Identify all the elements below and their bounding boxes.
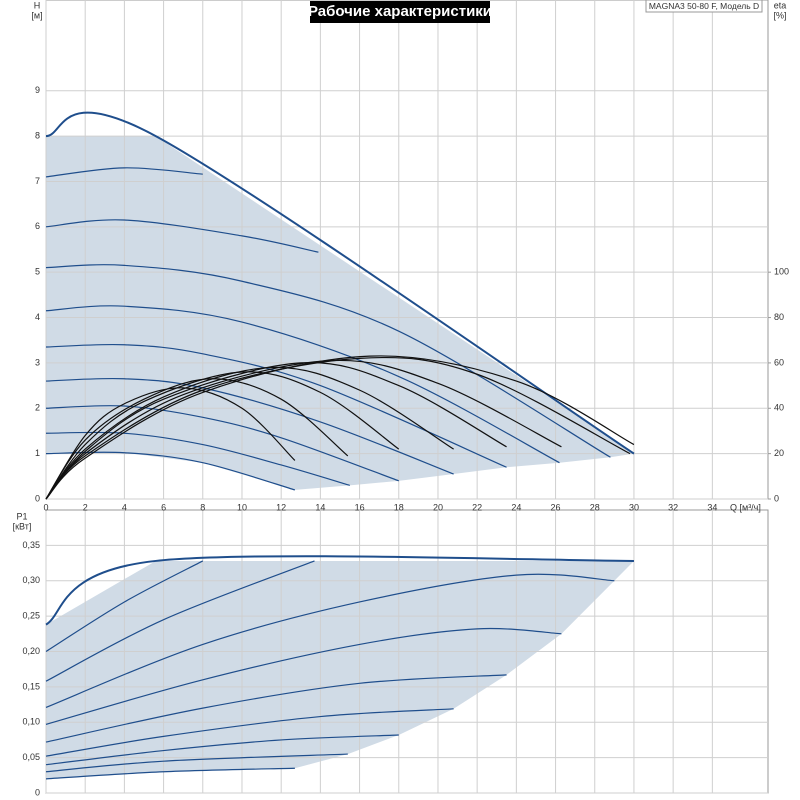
x-tick-label: 20	[433, 502, 443, 512]
performance-curve	[45, 377, 454, 475]
y-tick-label: 0,25	[22, 611, 40, 621]
y2-axis-unit: [%]	[773, 10, 786, 20]
performance-curve	[45, 343, 507, 468]
y2-tick-label: 80	[774, 312, 784, 322]
x-tick-label: 16	[355, 502, 365, 512]
performance-curve	[45, 111, 635, 455]
x-tick-label: 2	[83, 502, 88, 512]
performance-curve	[45, 753, 348, 773]
x-tick-label: 28	[590, 502, 600, 512]
y-tick-label: 2	[35, 403, 40, 413]
efficiency-curve	[45, 366, 454, 500]
efficiency-curve	[45, 359, 562, 500]
y2-tick-label: 60	[774, 357, 784, 367]
y2-axis-label: eta	[774, 0, 787, 10]
y-tick-label: 0,10	[22, 717, 40, 727]
x-axis-label: Q [м³/ч]	[730, 502, 761, 512]
x-tick-label: 0	[43, 502, 48, 512]
performance-curve	[45, 560, 315, 682]
performance-curve	[45, 305, 560, 464]
y-tick-label: 0,20	[22, 646, 40, 656]
operating-area	[46, 560, 634, 779]
x-tick-label: 12	[276, 502, 286, 512]
efficiency-curve	[45, 356, 631, 500]
performance-curve	[45, 555, 634, 626]
p-axis-unit: [кВт]	[13, 521, 32, 531]
y-tick-label: 8	[35, 130, 40, 140]
x-tick-label: 8	[200, 502, 205, 512]
y-axis-unit: [м]	[31, 10, 42, 20]
y-tick-label: 9	[35, 85, 40, 95]
x-tick-label: 34	[707, 502, 717, 512]
y-axis-label: H	[34, 0, 41, 10]
performance-curve	[45, 560, 204, 653]
title-box	[310, 1, 490, 23]
performance-curve	[45, 264, 611, 458]
model-box	[645, 0, 763, 13]
y2-tick-label: 40	[774, 403, 784, 413]
y2-tick-label: 100	[774, 267, 789, 277]
y-tick-label: 0,30	[22, 575, 40, 585]
model-label: MAGNA3 50-80 F, Модель D	[649, 1, 759, 11]
x-tick-label: 24	[511, 502, 521, 512]
x-tick-label: 18	[394, 502, 404, 512]
y-tick-label: 6	[35, 221, 40, 231]
x-tick-label: 10	[237, 502, 247, 512]
p-axis-label: P1	[16, 511, 27, 521]
y-tick-label: 0,15	[22, 681, 40, 691]
x-tick-label: 26	[551, 502, 561, 512]
y2-tick-label: 20	[774, 448, 784, 458]
efficiency-curve	[45, 355, 635, 500]
performance-curve	[45, 627, 562, 725]
y-tick-label: 1	[35, 448, 40, 458]
performance-curve	[45, 219, 319, 253]
performance-curve	[45, 767, 295, 780]
y2-tick-label: 0	[774, 493, 779, 503]
performance-curve	[45, 431, 350, 486]
x-tick-label: 6	[161, 502, 166, 512]
x-tick-label: 14	[315, 502, 325, 512]
performance-curve	[45, 405, 399, 482]
operating-area	[46, 136, 634, 490]
efficiency-curve	[45, 378, 349, 500]
y-tick-label: 3	[35, 357, 40, 367]
performance-curve	[45, 167, 203, 178]
y-tick-label: 0	[35, 787, 40, 797]
performance-curve	[45, 674, 507, 743]
efficiency-curve	[45, 362, 507, 500]
y-tick-label: 0,35	[22, 540, 40, 550]
x-tick-label: 22	[472, 502, 482, 512]
x-tick-label: 30	[629, 502, 639, 512]
areas	[46, 136, 634, 779]
performance-curve	[45, 734, 399, 766]
curves	[45, 111, 635, 780]
performance-curve	[45, 573, 615, 708]
x-tick-label: 32	[668, 502, 678, 512]
y-tick-label: 5	[35, 267, 40, 277]
efficiency-curve	[45, 387, 296, 500]
y-tick-label: 7	[35, 176, 40, 186]
performance-curve	[45, 708, 454, 757]
chart-title: Рабочие характеристики	[308, 3, 492, 20]
y-tick-label: 0,05	[22, 752, 40, 762]
labels: Рабочие характеристики MAGNA3 50-80 F, М…	[13, 0, 789, 797]
y-tick-label: 0	[35, 493, 40, 503]
efficiency-curve	[45, 371, 400, 500]
x-tick-label: 4	[122, 502, 127, 512]
y-tick-label: 4	[35, 312, 40, 322]
